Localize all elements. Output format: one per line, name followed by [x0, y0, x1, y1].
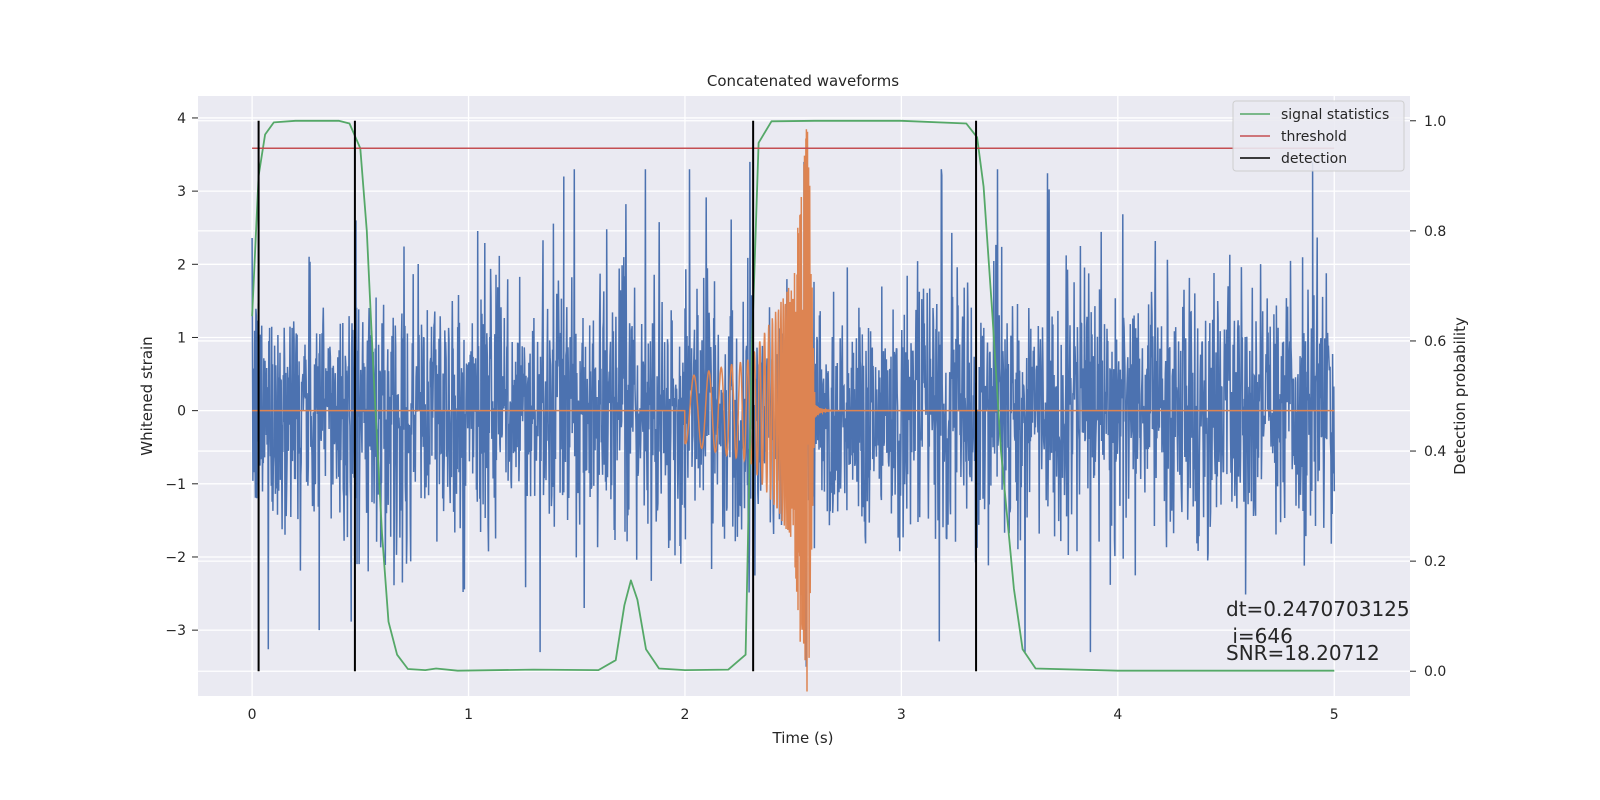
annotation: dt=0.2470703125 i=646 SNR=18.20712: [1226, 597, 1410, 665]
y-axis-label: Whitened strain: [138, 336, 156, 455]
y-tick-label: 3: [177, 184, 186, 200]
y-tick-label: 0: [177, 404, 186, 420]
x-tick-label: 2: [681, 707, 690, 723]
y-tick-label: −3: [165, 623, 186, 639]
annotation-snr: SNR=18.20712: [1226, 641, 1380, 665]
y2-tick-label: 0.4: [1424, 444, 1446, 460]
y2-tick-label: 0.6: [1424, 334, 1446, 350]
y2-axis-label: Detection probability: [1451, 317, 1469, 475]
annotation-dt: dt=0.2470703125: [1226, 597, 1410, 621]
x-tick-label: 3: [897, 707, 906, 723]
y2-tick-label: 1.0: [1424, 114, 1446, 130]
template-series: [252, 129, 1335, 692]
annotation-index: i=646: [1226, 624, 1293, 648]
y-tick-label: −1: [165, 477, 186, 493]
y2-tick-label: 0.8: [1424, 224, 1446, 240]
legend-label-detection: detection: [1281, 151, 1347, 167]
y-tick-label: 1: [177, 330, 186, 346]
x-axis-label: Time (s): [772, 729, 834, 747]
y-tick-label: 2: [177, 257, 186, 273]
x-tick-label: 0: [248, 707, 257, 723]
legend-label-signal-statistics: signal statistics: [1281, 107, 1389, 123]
y-tick-label: 4: [177, 111, 186, 127]
x-tick-label: 1: [464, 707, 473, 723]
axes-layer: 0 1 2 3 4 5 −3 −2 −1 0 1 2 3 4 0.0 0.2 0.4 0.6 0.8 1.0: [165, 111, 1446, 723]
legend-label-threshold: threshold: [1281, 129, 1347, 145]
y2-tick-label: 0.0: [1424, 664, 1446, 680]
x-tick-label: 4: [1113, 707, 1122, 723]
x-tick-label: 5: [1330, 707, 1339, 723]
template-line: [252, 129, 1335, 692]
legend-box: [1232, 100, 1405, 172]
chart-title: Concatenated waveforms: [707, 72, 899, 90]
legend: signal statistics threshold detection: [1232, 100, 1405, 172]
y-tick-label: −2: [165, 550, 186, 566]
probability-series: [251, 119, 1335, 672]
y2-tick-label: 0.2: [1424, 554, 1446, 570]
